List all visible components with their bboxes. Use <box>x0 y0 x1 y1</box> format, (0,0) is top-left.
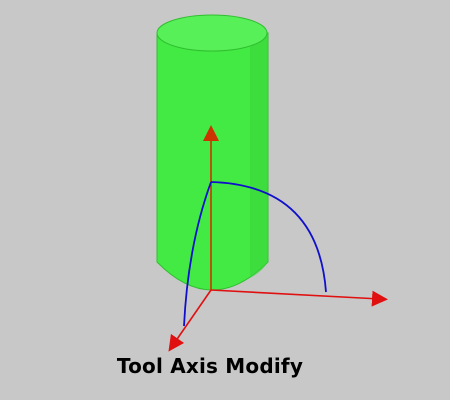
tool-top-face <box>156 14 268 52</box>
caption-text: Tool Axis Modify <box>116 354 304 378</box>
arc-yz[interactable] <box>183 181 212 327</box>
axis-y-line <box>168 289 212 352</box>
axis-x-line <box>210 289 388 307</box>
rotation-arc-icon[interactable] <box>183 181 327 327</box>
coordinate-axes-icon <box>168 125 388 352</box>
arc-xz[interactable] <box>210 181 327 293</box>
tool-shade <box>250 33 268 278</box>
cylindrical-tool-icon[interactable] <box>156 14 269 291</box>
